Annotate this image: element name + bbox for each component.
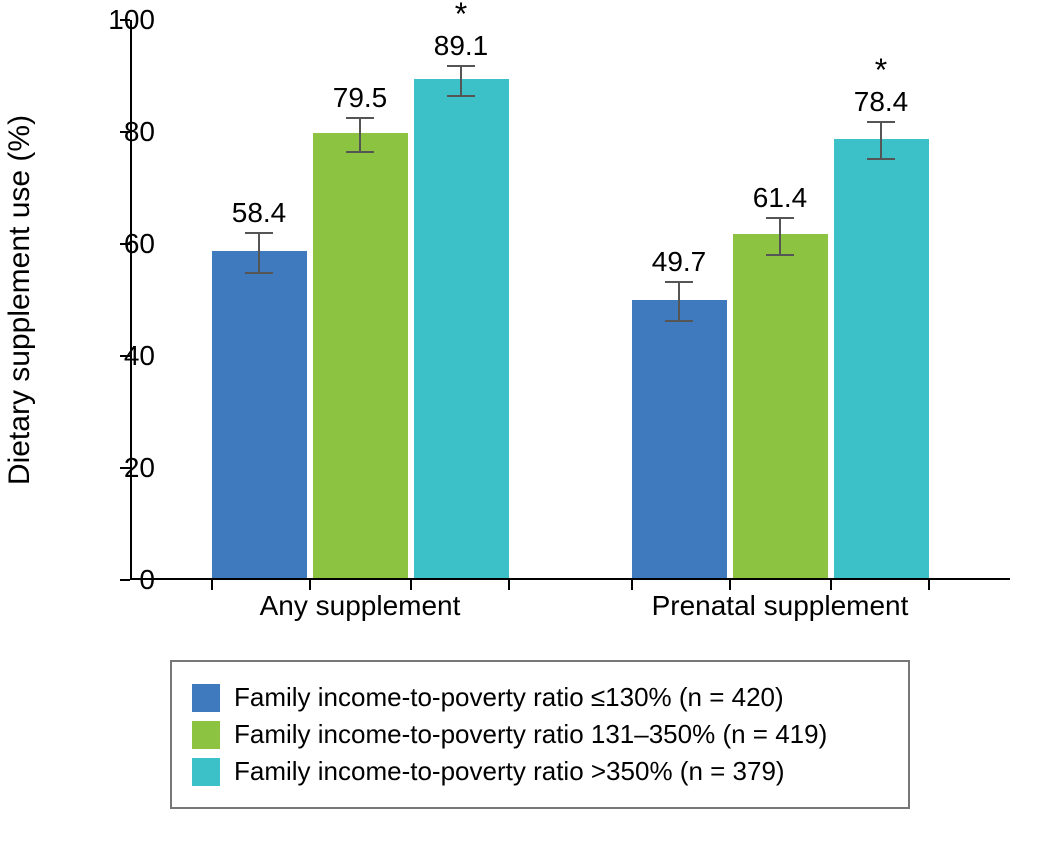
error-cap [447, 95, 475, 97]
legend-item-2: Family income-to-poverty ratio 131–350% … [192, 719, 888, 750]
legend-label-1: Family income-to-poverty ratio ≤130% (n … [234, 682, 784, 713]
error-bar [460, 66, 462, 96]
legend-box: Family income-to-poverty ratio ≤130% (n … [170, 660, 910, 809]
bar [632, 300, 727, 578]
x-group-label: Prenatal supplement [652, 590, 909, 622]
error-bar [880, 122, 882, 159]
x-tick [631, 580, 633, 590]
legend-swatch-2 [192, 721, 220, 749]
error-cap [346, 151, 374, 153]
significance-star: * [455, 0, 467, 33]
plot-area: 58.479.589.1*49.761.478.4* [130, 20, 1010, 580]
error-bar [359, 118, 361, 152]
bar-value-label: 89.1 [434, 30, 489, 62]
error-bar [779, 218, 781, 255]
error-bar [258, 233, 260, 272]
chart-container: Dietary supplement use (%) 58.479.589.1*… [0, 0, 1050, 851]
legend-swatch-1 [192, 684, 220, 712]
y-tick-label: 80 [95, 116, 155, 148]
x-tick [410, 580, 412, 590]
y-tick-label: 40 [95, 340, 155, 372]
error-cap [867, 158, 895, 160]
x-tick [211, 580, 213, 590]
y-tick-label: 20 [95, 452, 155, 484]
error-cap [346, 117, 374, 119]
legend-label-3: Family income-to-poverty ratio >350% (n … [234, 756, 785, 787]
y-tick-label: 100 [95, 4, 155, 36]
bar [212, 251, 307, 578]
error-cap [245, 272, 273, 274]
bar-value-label: 61.4 [753, 182, 808, 214]
error-cap [665, 320, 693, 322]
x-group-label: Any supplement [260, 590, 461, 622]
legend-item-3: Family income-to-poverty ratio >350% (n … [192, 756, 888, 787]
x-tick [729, 580, 731, 590]
y-tick-label: 0 [95, 564, 155, 596]
x-tick [508, 580, 510, 590]
legend-label-2: Family income-to-poverty ratio 131–350% … [234, 719, 827, 750]
bar-value-label: 79.5 [333, 82, 388, 114]
y-tick-label: 60 [95, 228, 155, 260]
bar-value-label: 58.4 [232, 197, 287, 229]
x-tick [309, 580, 311, 590]
x-tick [830, 580, 832, 590]
x-axis-line [130, 578, 1010, 580]
error-cap [867, 121, 895, 123]
bar-value-label: 78.4 [854, 86, 909, 118]
legend-item-1: Family income-to-poverty ratio ≤130% (n … [192, 682, 888, 713]
significance-star: * [875, 52, 887, 89]
error-cap [665, 281, 693, 283]
y-axis-line [130, 20, 132, 580]
error-cap [766, 254, 794, 256]
x-tick [928, 580, 930, 590]
error-bar [678, 282, 680, 321]
error-cap [766, 217, 794, 219]
error-cap [245, 232, 273, 234]
bar-value-label: 49.7 [652, 246, 707, 278]
bar [834, 139, 929, 578]
error-cap [447, 65, 475, 67]
legend-swatch-3 [192, 758, 220, 786]
bar [733, 234, 828, 578]
y-axis-title: Dietary supplement use (%) [3, 115, 37, 485]
bar [414, 79, 509, 578]
bar [313, 133, 408, 578]
